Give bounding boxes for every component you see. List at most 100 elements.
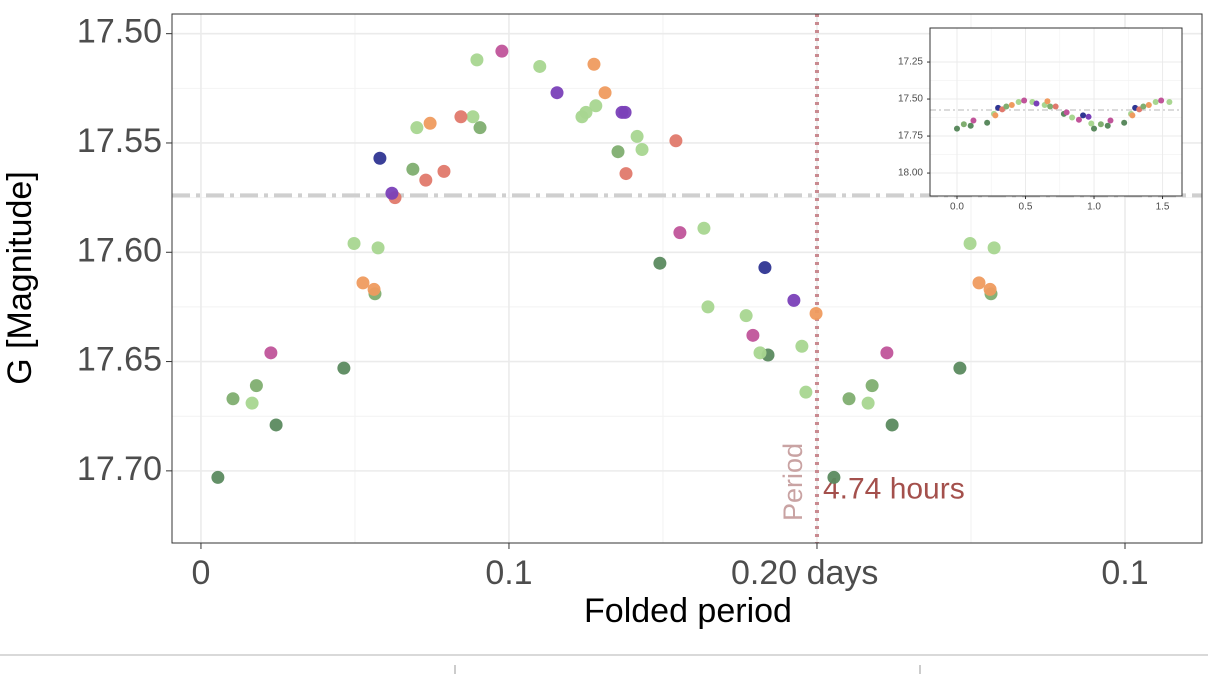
data-point	[960, 121, 967, 128]
data-point	[1085, 113, 1092, 120]
data-point	[1129, 112, 1136, 119]
data-point	[423, 116, 437, 130]
data-point	[1088, 120, 1095, 127]
data-point	[587, 57, 601, 71]
data-point	[865, 379, 879, 393]
data-point	[410, 121, 424, 135]
data-point	[371, 241, 385, 255]
data-point	[967, 122, 974, 129]
period-annotation: 4.74 hours	[823, 472, 965, 505]
data-point	[454, 110, 468, 124]
data-point	[972, 276, 986, 290]
data-point	[1003, 103, 1010, 110]
data-point	[970, 117, 977, 124]
data-point	[373, 151, 387, 165]
data-point	[226, 392, 240, 406]
data-point	[787, 293, 801, 307]
data-point	[984, 119, 991, 126]
data-point	[245, 396, 259, 410]
data-point	[356, 276, 370, 290]
data-point	[701, 300, 715, 314]
data-point	[1091, 125, 1098, 132]
plot-area	[930, 28, 1182, 196]
x-axis-title: Folded period	[584, 592, 792, 630]
data-point	[1052, 103, 1059, 110]
data-point	[746, 328, 760, 342]
y-tick-label: 17.65	[77, 341, 162, 379]
y-tick-label: 17.70	[77, 450, 162, 488]
data-point	[470, 53, 484, 67]
y-tick-label: 17.75	[898, 131, 923, 142]
data-point	[466, 110, 480, 124]
data-point	[1075, 116, 1082, 123]
data-point	[337, 361, 351, 375]
data-point	[953, 125, 960, 132]
y-tick-label: 18.00	[898, 168, 923, 179]
data-point	[1069, 114, 1076, 121]
data-point	[630, 129, 644, 143]
data-point	[880, 346, 894, 360]
data-point	[827, 470, 841, 484]
data-point	[963, 237, 977, 251]
data-point	[753, 346, 767, 360]
data-point	[987, 241, 1001, 255]
data-point	[385, 186, 399, 200]
y-tick-label: 17.50	[898, 94, 923, 105]
data-point	[673, 226, 687, 240]
data-point	[1152, 99, 1159, 106]
data-point	[269, 418, 283, 432]
data-point	[211, 470, 225, 484]
data-point	[1140, 103, 1147, 110]
x-tick-label: 0.5	[1019, 202, 1033, 213]
data-point	[953, 361, 967, 375]
x-tick-label: 0.1	[1101, 554, 1148, 592]
data-point	[697, 221, 711, 235]
plot-border	[929, 27, 1183, 197]
data-point	[983, 282, 997, 296]
data-point	[533, 59, 547, 73]
data-point	[1097, 121, 1104, 128]
data-point	[406, 162, 420, 176]
data-point	[1107, 117, 1114, 124]
x-tick-label: 0	[191, 554, 210, 592]
data-point	[264, 346, 278, 360]
data-point	[249, 379, 263, 393]
data-point	[473, 121, 487, 135]
data-point	[579, 105, 593, 119]
data-point	[419, 173, 433, 187]
data-point	[1158, 97, 1165, 104]
data-point	[739, 309, 753, 323]
data-point	[589, 99, 603, 113]
y-tick-label: 17.60	[77, 231, 162, 269]
data-point	[795, 339, 809, 353]
x-tick-label: 0.20 days	[731, 554, 878, 592]
data-point	[669, 134, 683, 148]
x-tick-label: 1.0	[1087, 202, 1101, 213]
data-point	[1008, 101, 1015, 108]
data-point	[619, 167, 633, 181]
data-point	[367, 282, 381, 296]
y-tick-label: 17.55	[77, 122, 162, 160]
data-point	[653, 256, 667, 270]
x-tick-label: 0.1	[485, 554, 532, 592]
x-tick-label: 1.5	[1156, 202, 1170, 213]
data-point	[618, 105, 632, 119]
period-label: Period	[778, 443, 808, 521]
y-axis-title: G [Magnitude]	[1, 171, 39, 385]
data-point	[1104, 122, 1111, 129]
data-point	[1080, 112, 1087, 119]
plot-border	[171, 13, 1203, 544]
data-point	[885, 418, 899, 432]
data-point	[1033, 100, 1040, 107]
data-point	[1044, 98, 1051, 105]
data-point	[611, 145, 625, 159]
data-point	[437, 164, 451, 178]
y-tick-label: 17.50	[77, 13, 162, 51]
data-point	[495, 44, 509, 58]
x-tick-label: 0.0	[950, 202, 964, 213]
data-point	[635, 143, 649, 157]
data-point	[347, 237, 361, 251]
data-point	[992, 112, 999, 119]
data-point	[1063, 109, 1070, 116]
